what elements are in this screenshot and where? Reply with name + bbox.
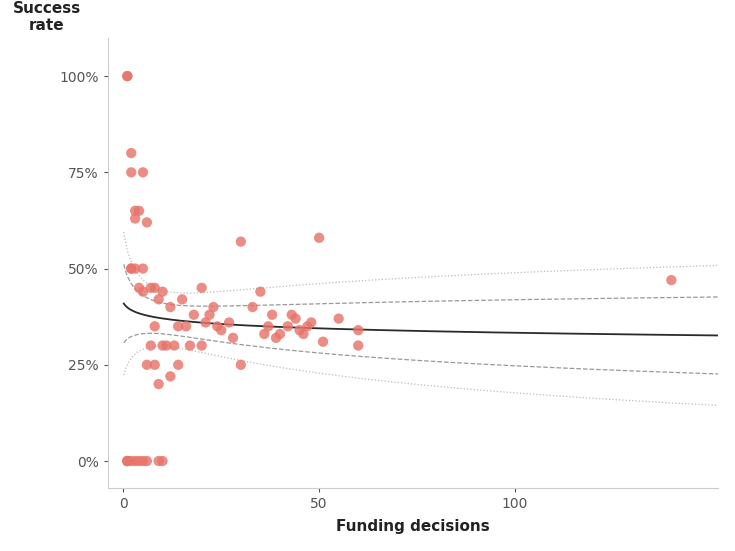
Point [172, 360, 184, 369]
Point [306, 318, 318, 327]
Point [165, 372, 176, 381]
Point [141, 360, 153, 369]
Point [153, 380, 165, 388]
Point [204, 310, 215, 319]
Point [137, 457, 149, 466]
Point [157, 341, 168, 350]
Point [129, 207, 141, 215]
Point [121, 457, 133, 466]
Y-axis label: Success
rate: Success rate [12, 1, 81, 33]
Point [352, 341, 364, 350]
Point [207, 302, 219, 311]
Point [160, 341, 172, 350]
Point [133, 457, 145, 466]
Point [157, 287, 168, 296]
Point [298, 329, 309, 338]
Point [317, 337, 329, 346]
Point [129, 214, 141, 223]
Point [200, 318, 212, 327]
Point [333, 314, 345, 323]
Point [235, 360, 247, 369]
Point [212, 322, 223, 331]
Point [121, 457, 133, 466]
Point [184, 341, 196, 350]
Point [176, 295, 188, 304]
Point [126, 168, 137, 177]
Point [352, 326, 364, 334]
Point [121, 72, 133, 80]
Point [126, 457, 137, 466]
Point [294, 326, 306, 334]
Point [165, 302, 176, 311]
Point [141, 457, 153, 466]
Point [145, 341, 157, 350]
Point [282, 322, 294, 331]
X-axis label: Funding decisions: Funding decisions [336, 520, 490, 534]
Point [149, 283, 161, 292]
Point [313, 234, 325, 242]
Point [126, 149, 137, 158]
Point [153, 457, 165, 466]
Point [126, 264, 137, 273]
Point [149, 322, 161, 331]
Point [141, 218, 153, 227]
Point [137, 168, 149, 177]
Point [121, 72, 133, 80]
Point [129, 264, 141, 273]
Point [137, 264, 149, 273]
Point [301, 322, 313, 331]
Point [259, 329, 270, 338]
Point [274, 329, 286, 338]
Point [126, 264, 137, 273]
Point [270, 333, 282, 342]
Point [168, 341, 180, 350]
Point [290, 314, 301, 323]
Point [121, 457, 133, 466]
Point [157, 457, 168, 466]
Point [262, 322, 274, 331]
Point [137, 287, 149, 296]
Point [247, 302, 259, 311]
Point [172, 322, 184, 331]
Point [215, 326, 227, 334]
Point [196, 341, 207, 350]
Point [266, 310, 278, 319]
Point [180, 322, 192, 331]
Point [196, 283, 207, 292]
Point [254, 287, 266, 296]
Point [188, 310, 200, 319]
Point [133, 283, 145, 292]
Point [129, 457, 141, 466]
Point [286, 310, 298, 319]
Point [227, 333, 239, 342]
Point [145, 283, 157, 292]
Point [133, 207, 145, 215]
Point [665, 276, 677, 284]
Point [153, 295, 165, 304]
Point [223, 318, 235, 327]
Point [235, 237, 247, 246]
Point [149, 360, 161, 369]
